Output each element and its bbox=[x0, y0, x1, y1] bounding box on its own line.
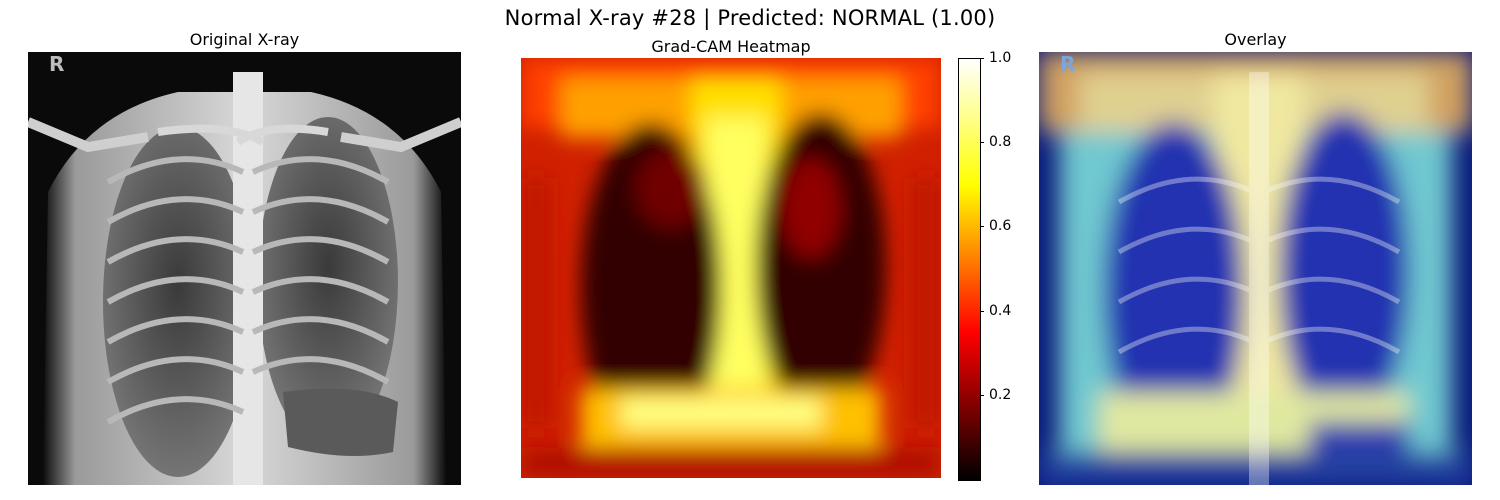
gradcam-heatmap-image bbox=[521, 58, 941, 478]
original-panel-title: Original X-ray bbox=[189, 30, 300, 49]
colorbar-tick-label: 0.2 bbox=[989, 387, 1012, 403]
colorbar-tick-label: 1.0 bbox=[989, 50, 1012, 66]
colorbar-tick-mark bbox=[980, 58, 984, 59]
colorbar-tick-mark bbox=[980, 142, 984, 143]
overlay-image: R bbox=[1039, 52, 1472, 485]
colorbar-tick-label: 0.8 bbox=[989, 134, 1012, 150]
side-marker-label: R bbox=[49, 52, 64, 76]
colorbar-tick-label: 0.6 bbox=[989, 218, 1012, 234]
colorbar bbox=[958, 58, 981, 481]
colorbar-tick-mark bbox=[980, 395, 984, 396]
original-xray-svg: R bbox=[28, 52, 461, 485]
gradcam-heatmap-svg bbox=[521, 58, 941, 478]
colorbar-tick-mark bbox=[980, 311, 984, 312]
original-xray-image: R bbox=[28, 52, 461, 485]
overlay-side-marker-label: R bbox=[1060, 52, 1075, 76]
colorbar-tick-label: 0.4 bbox=[989, 303, 1012, 319]
figure-title: Normal X-ray #28 | Predicted: NORMAL (1.… bbox=[504, 6, 996, 30]
heatmap-panel-title: Grad-CAM Heatmap bbox=[651, 37, 811, 56]
overlay-panel-title: Overlay bbox=[1224, 30, 1287, 49]
colorbar-tick-mark bbox=[980, 226, 984, 227]
overlay-svg: R bbox=[1039, 52, 1472, 485]
